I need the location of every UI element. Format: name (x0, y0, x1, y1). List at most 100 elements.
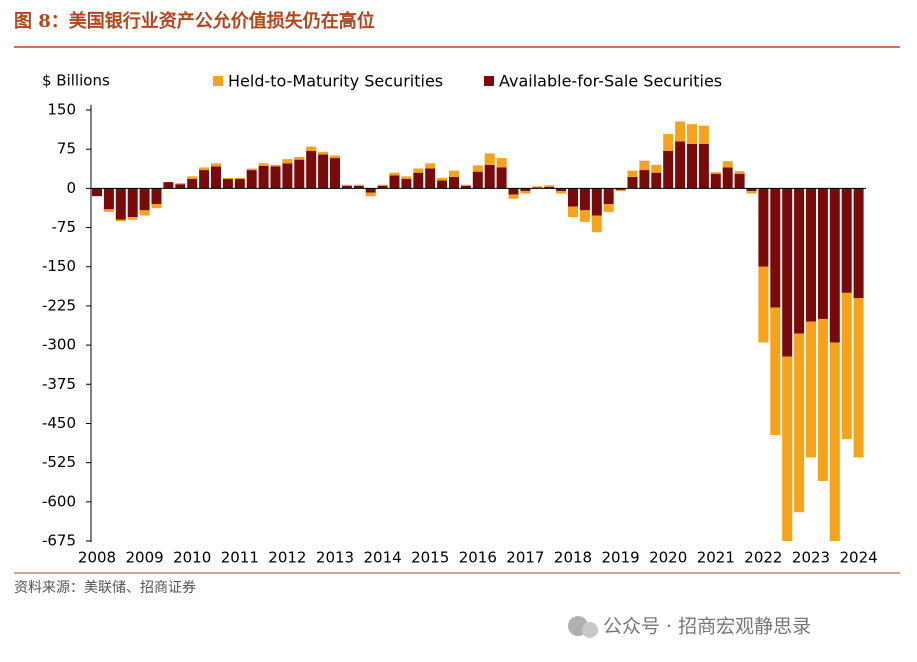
bar-segment (460, 185, 471, 189)
bar-segment (115, 188, 126, 220)
bar-segment (615, 188, 626, 190)
bar-segment (234, 178, 245, 189)
bar-segment (746, 188, 757, 191)
y-tick-label: 150 (47, 101, 76, 119)
x-tick-label: 2010 (173, 549, 211, 567)
bar-segment (794, 188, 805, 334)
bar-segment (794, 333, 805, 513)
bar-segment (306, 146, 317, 151)
bar-segment (258, 163, 269, 166)
legend-swatch (213, 76, 223, 86)
bar-segment (841, 292, 852, 440)
bar-segment (591, 188, 602, 216)
bar-segment (127, 217, 138, 220)
x-tick-label: 2021 (697, 549, 735, 567)
y-tick-label: -225 (42, 296, 76, 314)
bar-segment (318, 154, 329, 189)
bar-segment (139, 210, 150, 216)
bar-segment (222, 178, 233, 189)
x-tick-label: 2024 (840, 549, 878, 567)
bar-segment (758, 188, 769, 267)
bar-segment (770, 188, 781, 308)
bar-segment (294, 157, 305, 160)
bar-segment (746, 190, 757, 194)
bar-segment (151, 204, 162, 209)
bar-segment (246, 170, 257, 189)
y-tick-label: -525 (42, 453, 76, 471)
bar-segment (401, 178, 412, 189)
bar-segment (389, 175, 400, 189)
x-tick-label: 2022 (744, 549, 782, 567)
bar-segment (698, 143, 709, 189)
bar-segment (365, 192, 376, 197)
bar-segment (187, 176, 198, 179)
bar-segment (496, 158, 507, 168)
bar-segment (817, 188, 828, 319)
bar-segment (782, 356, 793, 541)
bar-segment (710, 172, 721, 174)
bar-segment (806, 188, 816, 322)
bar-segment (853, 298, 864, 458)
bar-segment (341, 185, 352, 189)
bar-segment (330, 158, 340, 189)
bar-segment (449, 170, 459, 177)
bar-segment (520, 188, 531, 191)
bar-segment (520, 190, 531, 194)
bar-segment (687, 143, 697, 189)
bar-segment (770, 307, 781, 435)
bar-segment (603, 188, 614, 205)
bar-segment (211, 163, 221, 167)
y-tick-label: 75 (57, 140, 76, 158)
bar-segment (389, 172, 400, 176)
bar-segment (211, 166, 221, 189)
legend-swatch (484, 76, 494, 86)
bar-segment (139, 188, 150, 211)
legend-label: Available-for-Sale Securities (499, 72, 722, 91)
bar-segment (663, 150, 674, 189)
bar-segment (663, 134, 674, 151)
bar-segment (782, 188, 793, 357)
y-axis-label: $ Billions (42, 72, 110, 90)
y-tick-label: -675 (42, 532, 76, 550)
bar-segment (234, 177, 245, 179)
bar-segment (246, 168, 257, 171)
bar-segment (829, 342, 840, 541)
watermark-icon (582, 622, 598, 638)
x-tick-label: 2017 (506, 549, 544, 567)
x-tick-label: 2011 (221, 549, 259, 567)
bar-segment (413, 168, 424, 173)
bar-segment (187, 178, 198, 189)
bar-segment (639, 170, 650, 189)
bar-segment (163, 182, 174, 189)
bar-segment (508, 194, 519, 199)
bar-segment (568, 206, 578, 218)
bar-segment (377, 185, 388, 189)
bar-segment (127, 188, 138, 218)
bar-segment (579, 210, 590, 222)
bar-segment (603, 204, 614, 212)
bar-segment (568, 188, 578, 207)
bar-segment (353, 184, 364, 186)
bar-segment (270, 164, 281, 167)
bar-segment (496, 167, 507, 189)
plot (92, 121, 864, 541)
bar-segment (282, 163, 293, 189)
bar-segment (425, 168, 436, 189)
bar-segment (282, 159, 293, 164)
bar-segment (544, 186, 555, 189)
bar-segment (425, 163, 436, 169)
bar-segment (449, 176, 459, 189)
x-tick-label: 2018 (554, 549, 592, 567)
bar-segment (532, 186, 543, 188)
y-tick-label: -300 (42, 336, 76, 354)
y-tick-label: -150 (42, 257, 76, 275)
x-tick-label: 2015 (411, 549, 449, 567)
bar-segment (508, 188, 519, 195)
bar-segment (270, 166, 281, 189)
bar-segment (115, 219, 126, 222)
bar-segment (222, 177, 233, 179)
bar-segment (758, 266, 769, 343)
bar-segment (306, 150, 317, 189)
bar-segment (103, 188, 114, 210)
